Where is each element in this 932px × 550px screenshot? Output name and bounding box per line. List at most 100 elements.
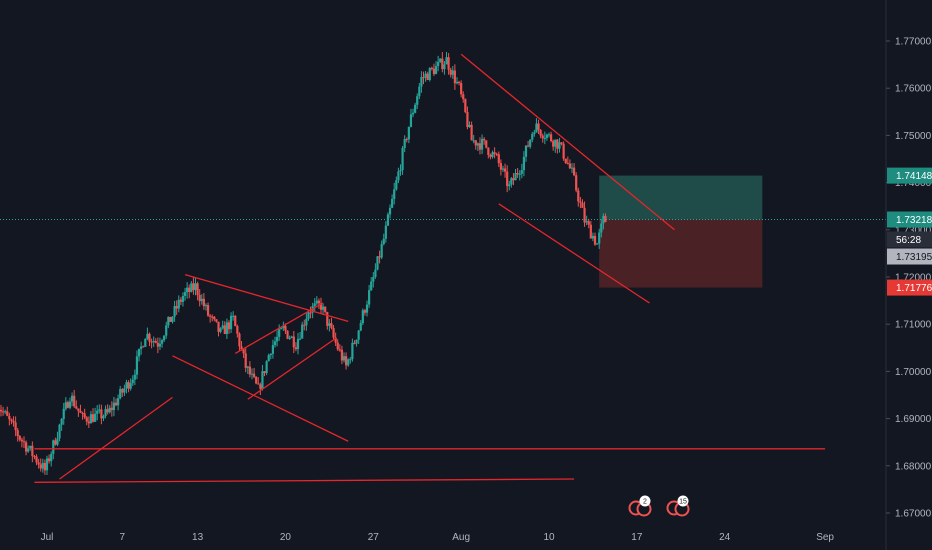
- price-tick-label: 1.75000: [895, 131, 932, 142]
- trendline[interactable]: [234, 302, 324, 355]
- candle: [261, 371, 264, 389]
- candle: [372, 276, 375, 282]
- event-badges: 2 15: [628, 495, 690, 517]
- candle: [593, 235, 597, 245]
- candle: [298, 338, 302, 340]
- candle: [443, 64, 446, 70]
- candle: [169, 316, 172, 322]
- candle: [110, 407, 113, 411]
- candle: [294, 347, 298, 350]
- candle: [437, 61, 440, 67]
- candle: [81, 412, 84, 414]
- candle: [292, 336, 295, 348]
- price-axis: 1.770001.760001.750001.740001.730001.720…: [885, 0, 932, 550]
- candle: [466, 112, 469, 127]
- candle: [73, 395, 76, 407]
- candle: [131, 379, 134, 384]
- candle: [121, 389, 124, 393]
- trendline[interactable]: [59, 396, 173, 480]
- candle: [290, 336, 293, 338]
- candle: [12, 420, 15, 423]
- candle: [357, 330, 360, 340]
- candle: [22, 441, 26, 443]
- event-count-label: 2: [643, 499, 647, 506]
- candle: [380, 244, 383, 258]
- candle: [271, 345, 274, 354]
- trendline[interactable]: [498, 203, 650, 304]
- candle: [50, 453, 53, 462]
- candle: [14, 422, 17, 431]
- candle: [485, 140, 488, 148]
- event-count-badge: [677, 495, 689, 507]
- candle: [206, 305, 210, 316]
- candle: [370, 281, 373, 291]
- candle: [596, 243, 599, 245]
- candle: [160, 340, 164, 344]
- price-tick-label: 1.71000: [895, 320, 932, 331]
- candle: [250, 373, 254, 375]
- candle: [196, 283, 199, 296]
- candle: [564, 158, 567, 163]
- candle: [179, 299, 182, 302]
- candle: [204, 305, 208, 307]
- candle: [365, 304, 369, 313]
- candle: [58, 424, 61, 439]
- candle: [148, 333, 151, 342]
- time-axis: Jul 7 13 20 27 Aug 10 17 24 Sep: [41, 532, 835, 543]
- candle: [600, 223, 603, 233]
- trendline[interactable]: [460, 53, 675, 231]
- candle: [87, 421, 90, 424]
- candle: [255, 377, 258, 384]
- candle: [171, 316, 174, 322]
- candle: [522, 156, 525, 171]
- candle: [83, 413, 86, 418]
- time-tick-label: 10: [543, 532, 555, 543]
- candle: [483, 138, 486, 141]
- time-tick-label: Jul: [41, 532, 54, 543]
- candle: [543, 137, 546, 139]
- candle: [94, 413, 97, 422]
- candle: [462, 94, 465, 100]
- candle: [77, 408, 80, 411]
- target-zone[interactable]: [599, 175, 763, 220]
- candle: [334, 337, 337, 343]
- candle: [397, 171, 400, 181]
- candle: [217, 321, 220, 332]
- candle: [282, 325, 285, 329]
- candle: [269, 353, 272, 356]
- stop-zone[interactable]: [599, 219, 763, 288]
- candle: [8, 415, 11, 420]
- candle: [347, 359, 350, 366]
- candle: [480, 138, 484, 150]
- candle: [232, 315, 235, 317]
- trendline[interactable]: [247, 337, 337, 400]
- candle: [432, 68, 436, 75]
- candle: [54, 440, 57, 445]
- trendline[interactable]: [184, 274, 349, 322]
- candle: [470, 124, 473, 141]
- candle: [167, 316, 170, 326]
- candle: [211, 316, 214, 318]
- candle: [79, 410, 82, 413]
- candle: [589, 224, 592, 239]
- candle: [541, 135, 544, 139]
- candle: [518, 173, 521, 175]
- trendline[interactable]: [34, 478, 575, 483]
- candle: [183, 292, 187, 296]
- candle: [133, 374, 136, 380]
- candle: [411, 112, 415, 115]
- candle: [20, 439, 23, 442]
- candle: [112, 402, 116, 411]
- candle: [35, 456, 38, 463]
- candle: [587, 221, 590, 225]
- trendline[interactable]: [172, 355, 349, 442]
- candle: [573, 167, 576, 176]
- candle: [68, 401, 72, 408]
- candle: [547, 134, 551, 136]
- previous-close-tag: 1.73195: [896, 252, 932, 263]
- time-tick-label: 20: [280, 532, 292, 543]
- candle: [135, 356, 139, 375]
- candle: [221, 325, 224, 329]
- candle: [441, 58, 444, 70]
